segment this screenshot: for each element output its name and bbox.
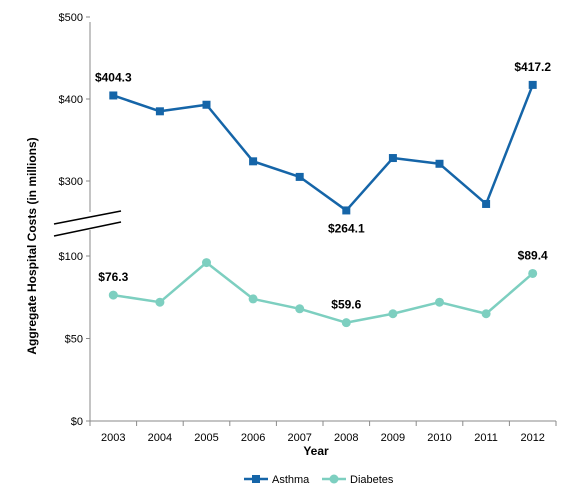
data-point-diabetes <box>481 309 491 319</box>
axis-break-mark <box>53 221 122 237</box>
legend: Asthma Diabetes <box>244 474 394 486</box>
data-point-diabetes <box>295 304 305 314</box>
y-axis-title: Aggregate Hospital Costs (in millions) <box>25 137 39 354</box>
data-point-diabetes <box>528 268 538 278</box>
x-axis-title: Year <box>303 444 329 458</box>
x-tick-label: 2005 <box>194 432 218 444</box>
x-tick-label: 2011 <box>474 432 498 444</box>
data-point-asthma <box>155 107 164 116</box>
data-label: $404.3 <box>95 70 132 84</box>
data-point-asthma <box>109 91 118 100</box>
data-point-asthma <box>342 206 351 215</box>
legend-label: Diabetes <box>350 474 394 486</box>
x-tick-label: 2004 <box>148 432 172 444</box>
data-label: $76.3 <box>98 270 128 284</box>
x-tick-label: 2006 <box>241 432 265 444</box>
data-point-diabetes <box>248 294 258 304</box>
x-tick-label: 2008 <box>334 432 358 444</box>
data-point-asthma <box>249 157 258 166</box>
data-point-asthma <box>295 172 304 181</box>
data-point-diabetes <box>341 318 351 328</box>
data-label: $89.4 <box>518 248 548 262</box>
y-tick-label: $0 <box>71 416 83 428</box>
data-label: $264.1 <box>328 221 365 235</box>
data-point-diabetes <box>155 297 165 307</box>
data-point-asthma <box>202 100 211 109</box>
legend-marker <box>252 475 260 483</box>
x-tick-label: 2010 <box>427 432 451 444</box>
y-tick-label: $50 <box>65 334 83 346</box>
y-tick-label: $100 <box>59 251 83 263</box>
data-point-diabetes <box>108 290 118 300</box>
series-line-diabetes <box>113 261 534 324</box>
legend-label: Asthma <box>272 474 310 486</box>
x-tick-label: 2012 <box>520 432 544 444</box>
series-line-asthma <box>112 84 534 212</box>
data-point-diabetes <box>435 297 444 307</box>
y-tick-label: $500 <box>59 12 83 24</box>
data-label: $417.2 <box>514 60 551 74</box>
data-point-diabetes <box>388 309 398 319</box>
y-tick-label: $400 <box>59 94 83 106</box>
x-tick-label: 2003 <box>101 432 125 444</box>
data-point-asthma <box>388 154 397 163</box>
data-point-diabetes <box>202 258 211 268</box>
axis-break-mark <box>53 210 122 225</box>
legend-marker <box>329 474 339 484</box>
y-tick-label: $300 <box>59 176 83 188</box>
data-label: $59.6 <box>331 298 361 312</box>
data-point-asthma <box>482 199 491 208</box>
data-point-asthma <box>528 80 537 89</box>
x-tick-label: 2009 <box>381 432 405 444</box>
data-point-asthma <box>435 159 444 168</box>
x-tick-label: 2007 <box>287 432 311 444</box>
